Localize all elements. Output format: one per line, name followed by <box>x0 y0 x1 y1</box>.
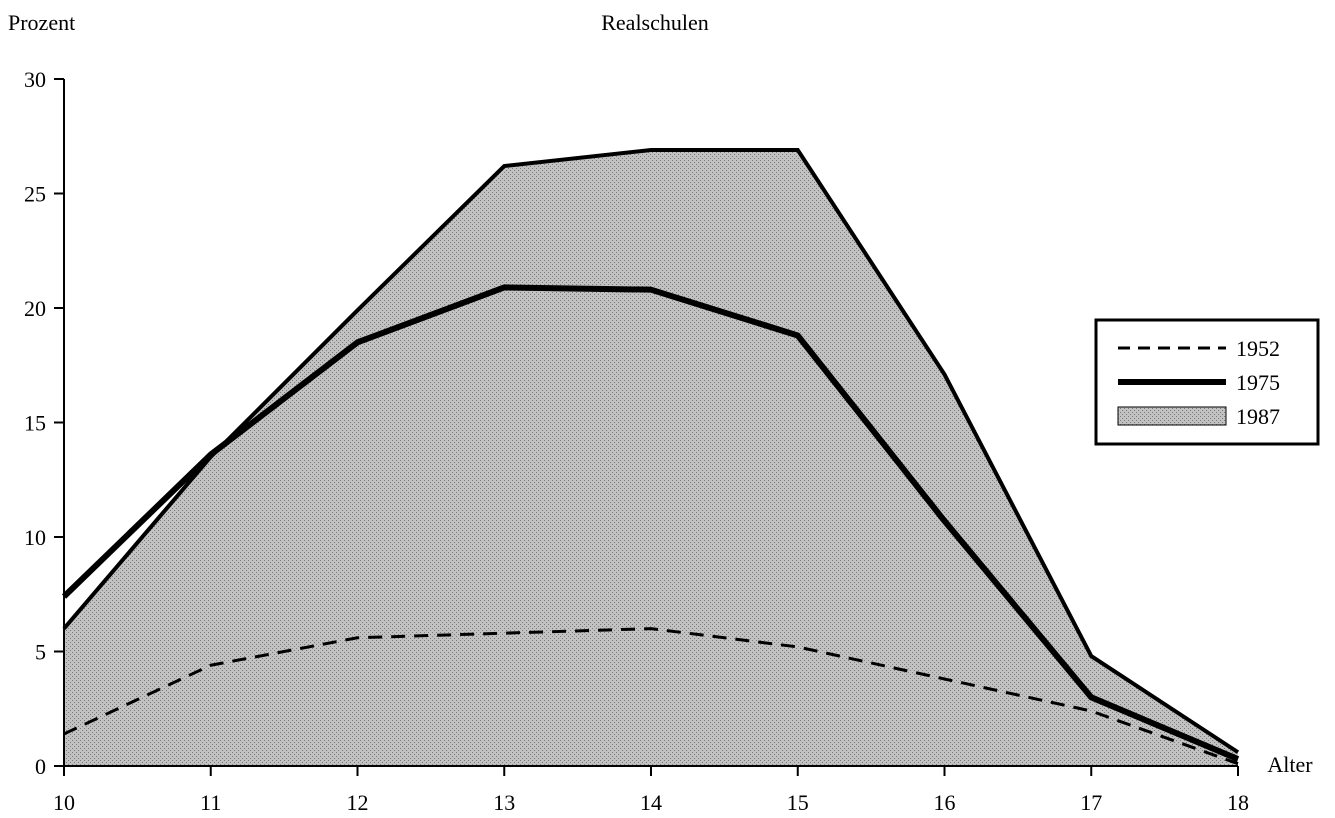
x-tick-label: 11 <box>200 790 221 815</box>
x-tick-label: 13 <box>493 790 515 815</box>
y-tick-label: 15 <box>24 411 46 436</box>
chart-title: Realschulen <box>601 10 709 35</box>
y-tick-label: 25 <box>24 182 46 207</box>
x-tick-label: 15 <box>787 790 809 815</box>
x-tick-label: 17 <box>1080 790 1102 815</box>
x-axis-label: Alter <box>1267 752 1313 777</box>
legend-label-1987: 1987 <box>1236 404 1280 429</box>
x-tick-label: 18 <box>1227 790 1249 815</box>
legend-label-1952: 1952 <box>1236 336 1280 361</box>
x-tick-label: 14 <box>640 790 662 815</box>
y-tick-label: 30 <box>24 67 46 92</box>
series-line-1975 <box>61 284 1240 762</box>
y-tick-label: 5 <box>35 640 46 665</box>
legend-label-1975: 1975 <box>1236 370 1280 395</box>
x-tick-label: 12 <box>347 790 369 815</box>
y-tick-label: 0 <box>35 754 46 779</box>
y-axis-label: Prozent <box>8 10 75 35</box>
series-line-1987 <box>62 147 1240 754</box>
y-tick-label: 10 <box>24 525 46 550</box>
series-line-1952 <box>63 627 1239 766</box>
y-tick-label: 20 <box>24 296 46 321</box>
x-tick-label: 16 <box>934 790 956 815</box>
series-area-1987 <box>64 149 1238 767</box>
legend: 1952 1975 1987 <box>1094 318 1320 446</box>
x-tick-label: 10 <box>53 790 75 815</box>
legend-swatch-1987 <box>1117 406 1227 426</box>
